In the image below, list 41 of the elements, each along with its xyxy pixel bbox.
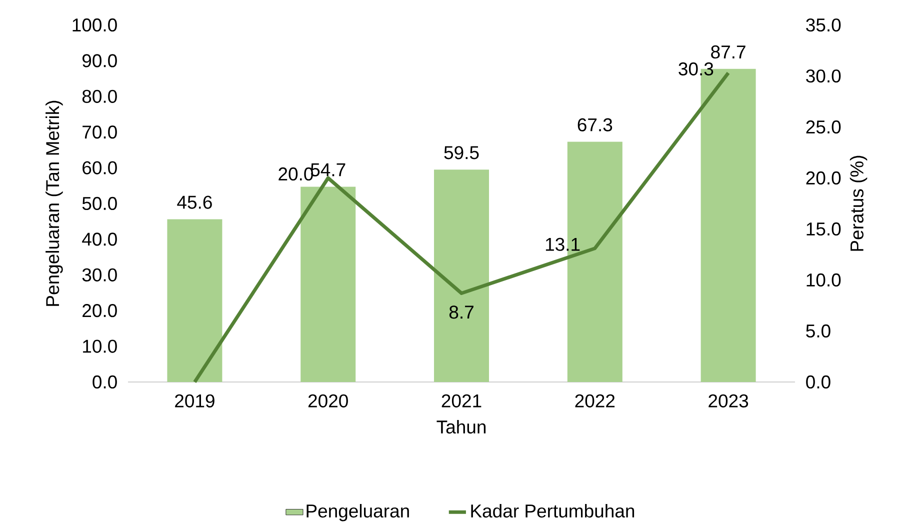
y2-tick-label: 35.0 xyxy=(806,18,841,32)
bar xyxy=(300,186,356,382)
data-label: 13.1 xyxy=(546,238,580,251)
x-tick-label: 2022 xyxy=(575,394,615,408)
x-tick-label: 2021 xyxy=(442,394,482,408)
y2-tick-label: 25.0 xyxy=(806,120,841,134)
y-tick-label: 20.0 xyxy=(82,304,117,318)
x-axis-title: Tahun xyxy=(436,420,486,434)
data-label: 20.0 xyxy=(278,167,314,181)
y-tick-label: 10.0 xyxy=(83,340,117,353)
y2-tick-label: 5.0 xyxy=(806,324,830,338)
y-tick-label: 80.0 xyxy=(82,90,117,103)
data-label: 87.7 xyxy=(711,45,746,59)
y-tick-label: 60.0 xyxy=(82,161,117,174)
y-tick-label: 90.0 xyxy=(82,54,117,68)
bar xyxy=(434,170,490,382)
legend-label: Kadar Pertumbuhan xyxy=(471,504,634,518)
x-tick-label: 2023 xyxy=(708,394,748,408)
data-label: 59.5 xyxy=(444,146,479,160)
y-tick-label: 50.0 xyxy=(82,196,117,210)
y2-axis-title: Peratus (%) xyxy=(850,156,868,251)
y2-tick-label: 10.0 xyxy=(806,273,841,287)
data-label: 45.6 xyxy=(177,196,212,209)
x-tick-label: 2019 xyxy=(175,394,214,408)
data-label: 67.3 xyxy=(578,118,612,132)
x-tick-label: 2020 xyxy=(308,394,348,408)
y-tick-label: 0.0 xyxy=(92,375,117,389)
y2-tick-label: 20.0 xyxy=(806,171,841,185)
y-tick-label: 30.0 xyxy=(82,268,117,282)
data-label: 54.7 xyxy=(310,163,346,176)
data-label: 30.3 xyxy=(678,62,714,76)
y-axis-title: Pengeluaran (Tan Metrik) xyxy=(46,100,63,306)
y-tick-label: 100.0 xyxy=(72,18,117,32)
legend-label: Pengeluaran xyxy=(306,504,409,522)
y-tick-label: 70.0 xyxy=(82,126,117,139)
y2-tick-label: 0.0 xyxy=(806,375,830,389)
bar xyxy=(167,219,222,382)
y2-tick-label: 30.0 xyxy=(806,69,841,83)
y2-tick-label: 15.0 xyxy=(806,222,841,236)
data-label: 8.7 xyxy=(449,306,474,319)
y-tick-label: 40.0 xyxy=(82,232,117,246)
